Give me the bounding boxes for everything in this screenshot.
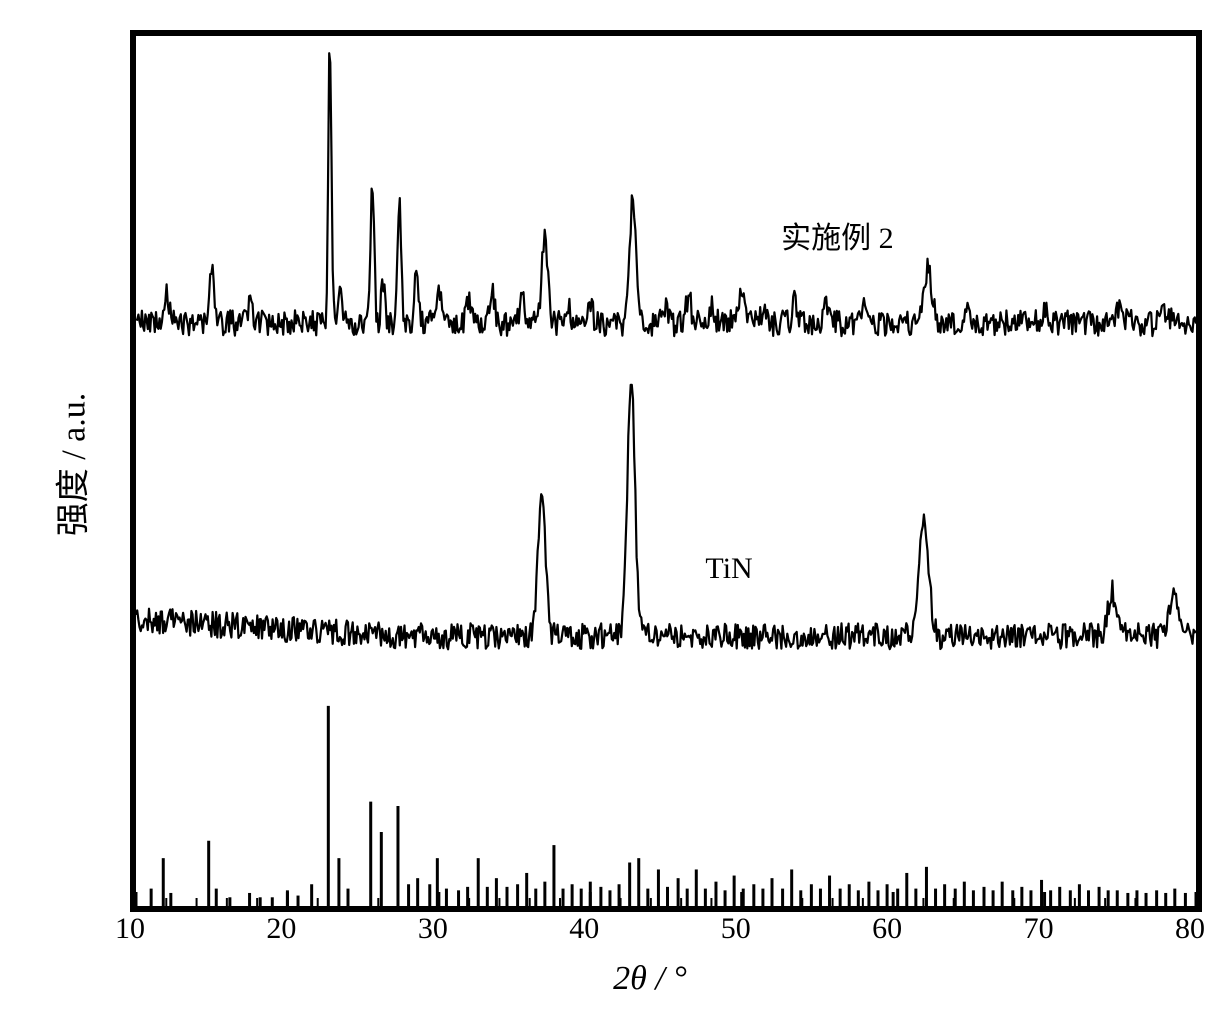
x-tick-label: 70 xyxy=(1014,912,1064,946)
trace-reference xyxy=(151,706,1185,906)
y-axis-label: 强度 / a.u. xyxy=(46,365,95,565)
x-tick-label: 30 xyxy=(408,912,458,946)
plot-frame xyxy=(130,30,1202,912)
xrd-figure: 强度 / a.u. 10 20 30 40 50 60 70 80 2θ / ° 实施例 2 T… xyxy=(0,0,1222,1024)
x-tick-label: 60 xyxy=(862,912,912,946)
series-label-tin: TiN xyxy=(705,552,752,586)
x-tick-label: 80 xyxy=(1165,912,1215,946)
trace-tin xyxy=(136,385,1196,650)
x-tick-label: 10 xyxy=(105,912,155,946)
x-tick-label: 20 xyxy=(256,912,306,946)
chart-canvas xyxy=(136,36,1196,906)
x-tick-label: 50 xyxy=(711,912,761,946)
trace-example2 xyxy=(136,53,1196,336)
series-label-example2: 实施例 2 xyxy=(781,213,894,257)
x-tick-label: 40 xyxy=(559,912,609,946)
x-axis-label: 2θ / ° xyxy=(550,960,750,998)
